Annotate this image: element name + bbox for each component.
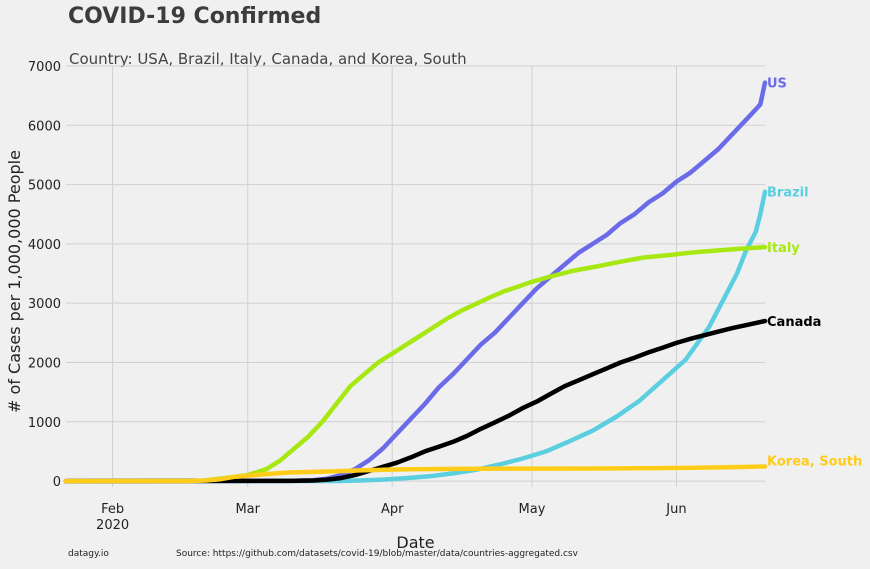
footer-credit: datagy.io — [68, 549, 109, 559]
x-tick-sublabel: 2020 — [96, 518, 129, 533]
x-tick-label: Apr — [381, 502, 404, 517]
series-label-italy: Italy — [767, 241, 800, 256]
y-tick-label: 2000 — [28, 356, 61, 371]
series-label-us: US — [767, 77, 787, 92]
series-labels: US Brazil Italy Canada Korea, South — [767, 77, 862, 470]
y-tick-label: 5000 — [28, 179, 61, 194]
series-label-brazil: Brazil — [767, 186, 809, 201]
y-axis-ticks: 0 1000 2000 3000 4000 5000 6000 7000 — [28, 60, 61, 490]
x-axis-label: Date — [396, 533, 434, 552]
x-tick-label: Mar — [235, 502, 260, 517]
chart-title: COVID-19 Confirmed — [68, 4, 322, 29]
y-tick-label: 7000 — [28, 60, 61, 75]
series-lines — [63, 80, 768, 484]
series-line-canada — [63, 318, 768, 484]
series-line-us — [63, 80, 768, 484]
series-label-canada: Canada — [767, 315, 821, 330]
y-tick-label: 0 — [53, 475, 61, 490]
y-tick-label: 1000 — [28, 416, 61, 431]
y-axis-label: # of Cases per 1,000,000 People — [5, 150, 24, 413]
x-tick-label: May — [519, 502, 546, 517]
y-tick-label: 4000 — [28, 238, 61, 253]
series-label-korea-south: Korea, South — [767, 455, 862, 470]
series-line-brazil — [63, 189, 768, 484]
y-tick-label: 6000 — [28, 119, 61, 134]
y-tick-label: 3000 — [28, 297, 61, 312]
x-tick-label: Jun — [665, 502, 686, 517]
footer-source: Source: https://github.com/datasets/covi… — [176, 549, 578, 559]
gridlines — [66, 65, 765, 487]
x-tick-label: Feb — [101, 502, 124, 517]
chart-subtitle: Country: USA, Brazil, Italy, Canada, and… — [69, 50, 467, 68]
series-line-italy — [63, 244, 768, 484]
series-line-korea-south — [63, 464, 768, 484]
